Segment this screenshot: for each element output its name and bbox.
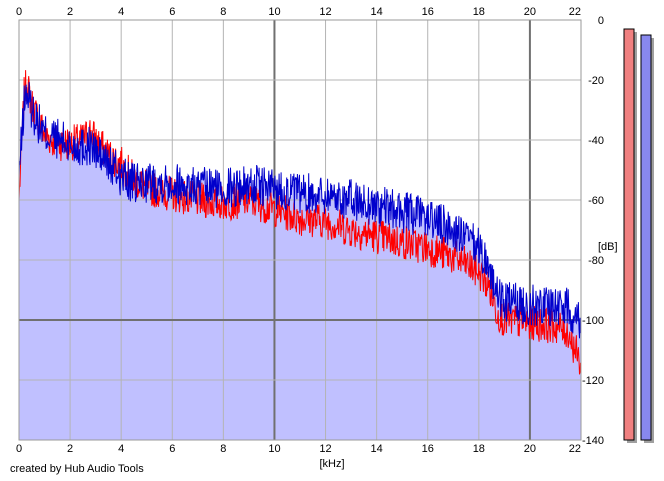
y-tick-label: -80 [588,255,604,267]
y-axis-label: [dB] [598,241,618,253]
y-tick-label: -40 [588,135,604,147]
x-tick-label-top: 12 [319,6,331,18]
y-tick-label: -20 [588,75,604,87]
x-tick-label-bottom: 18 [473,443,485,455]
x-axis-label: [kHz] [319,458,344,470]
x-tick-label-top: 18 [473,6,485,18]
y-tick-label: -120 [582,375,604,387]
x-tick-label-bottom: 12 [319,443,331,455]
x-tick-label-bottom: 16 [422,443,434,455]
x-tick-label-bottom: 2 [67,443,73,455]
x-tick-label-bottom: 20 [524,443,536,455]
x-tick-label-top: 4 [118,6,124,18]
x-tick-label-bottom: 22 [569,443,581,455]
y-tick-label: -140 [582,435,604,447]
y-tick-label: 0 [598,15,604,27]
credit-text: created by Hub Audio Tools [10,463,144,475]
level-meter-r [640,34,652,441]
x-tick-label-top: 6 [169,6,175,18]
x-tick-label-bottom: 10 [268,443,280,455]
plot-border [18,19,582,441]
x-tick-label-top: 14 [371,6,383,18]
x-tick-label-bottom: 6 [169,443,175,455]
x-tick-label-bottom: 0 [16,443,22,455]
x-tick-label-top: 16 [422,6,434,18]
spectrum-fill [19,70,581,440]
x-tick-label-bottom: 14 [371,443,383,455]
x-tick-label-top: 22 [569,6,581,18]
x-tick-label-top: 10 [268,6,280,18]
x-tick-label-top: 0 [16,6,22,18]
x-tick-label-top: 20 [524,6,536,18]
series-right-line [18,82,582,339]
x-tick-label-bottom: 8 [220,443,226,455]
level-meter-l [623,28,635,441]
x-tick-label-bottom: 4 [118,443,124,455]
x-tick-label-top: 8 [220,6,226,18]
y-tick-label: -100 [582,315,604,327]
x-tick-label-top: 2 [67,6,73,18]
y-tick-label: -60 [588,195,604,207]
